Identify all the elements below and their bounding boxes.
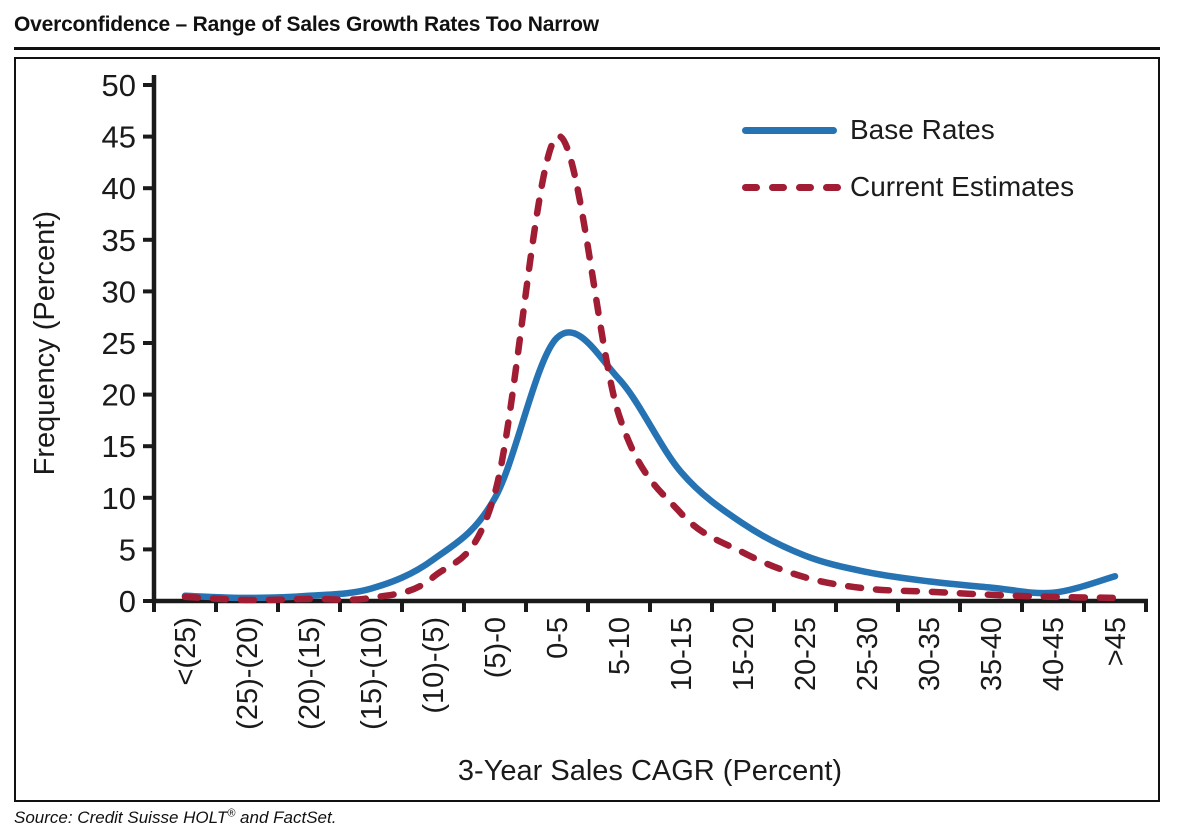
- legend-dash: [769, 183, 787, 191]
- x-tick-label: 35-40: [976, 617, 1008, 691]
- legend-label: Base Rates: [850, 114, 995, 145]
- legend-item-base-rates: Base Rates: [742, 113, 995, 147]
- y-tick-label: 40: [102, 171, 136, 206]
- legend-item-current-estimates: Current Estimates: [742, 170, 1074, 204]
- legend-label: Current Estimates: [850, 171, 1075, 202]
- y-axis-title: Frequency (Percent): [28, 210, 61, 476]
- legend-solid-line: [742, 126, 837, 134]
- y-tick-label: 20: [102, 378, 136, 413]
- y-tick-label: 35: [102, 223, 136, 258]
- title-underline: [14, 47, 1160, 50]
- y-tick-label: 5: [119, 532, 136, 567]
- x-tick-label: <(25): [170, 617, 202, 686]
- chart-frame: 0 5 10 15 20 25 30 35 40 45 50 <(25) (25)-(20) (20)-(…: [14, 57, 1160, 802]
- x-tick-label: >45: [1100, 617, 1132, 666]
- chart-title: Overconfidence – Range of Sales Growth R…: [14, 13, 599, 36]
- x-tick-label: (10)-(5): [418, 617, 450, 714]
- x-tick-label: 30-35: [914, 617, 946, 691]
- x-tick-label: (25)-(20): [232, 617, 264, 730]
- y-tick-label: 50: [102, 68, 136, 103]
- legend-dash: [823, 183, 841, 191]
- x-tick-label: 10-15: [666, 617, 698, 691]
- source-note: Source: Credit Suisse HOLT® and FactSet.: [14, 807, 337, 827]
- x-tick-label: (20)-(15): [294, 617, 326, 730]
- x-tick-label: 20-25: [790, 617, 822, 691]
- registered-mark: ®: [227, 807, 236, 820]
- x-tick-label: 15-20: [728, 617, 760, 691]
- y-tick-label: 0: [119, 584, 136, 619]
- base-rates-line: [181, 329, 1119, 602]
- x-tick-label: (5)-0: [480, 617, 512, 678]
- current-estimates-line: [181, 133, 1119, 604]
- x-tick-label: 25-30: [852, 617, 884, 691]
- x-axis-title: 3-Year Sales CAGR (Percent): [457, 755, 843, 787]
- legend-dash: [796, 183, 814, 191]
- legend-dash: [742, 183, 760, 191]
- y-tick-label: 15: [102, 429, 136, 464]
- y-tick-label: 10: [102, 481, 136, 516]
- x-tick-label: 40-45: [1038, 617, 1070, 691]
- y-tick-label: 45: [102, 120, 136, 155]
- y-tick-label: 30: [102, 274, 136, 309]
- x-tick-label: 0-5: [542, 617, 574, 659]
- x-tick-label: (15)-(10): [356, 617, 388, 730]
- x-tick-label: 5-10: [604, 617, 636, 675]
- current-estimates-legend-line: [742, 183, 842, 191]
- chart-canvas: 0 5 10 15 20 25 30 35 40 45 50 <(25) (25)-(20) (20)-(…: [102, 68, 1148, 730]
- base-rates-legend-line: [742, 126, 842, 134]
- y-tick-label: 25: [102, 326, 136, 361]
